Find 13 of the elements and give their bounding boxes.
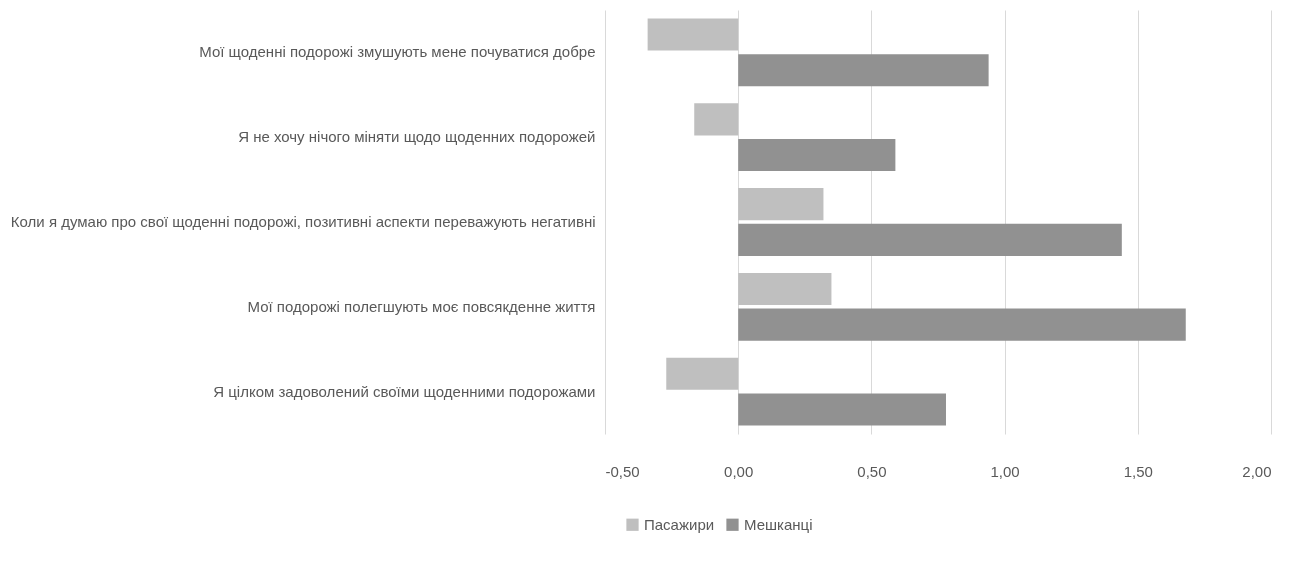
x-tick-label: 0,00: [724, 462, 754, 480]
x-tick-label: 1,50: [1123, 462, 1153, 480]
x-tick-label: 1,00: [990, 462, 1020, 480]
y-tick-label: Коли я думаю про свої щоденні подорожі, позитивні аспекти переважують негативні: [10, 213, 596, 230]
y-tick-label: Мої щоденні подорожі змушують мене почуватися добре: [199, 43, 596, 61]
y-tick-label: Я не хочу нічого міняти щодо щоденних подорожей: [238, 128, 596, 146]
x-tick-label: 2,00: [1242, 462, 1272, 480]
legend-label: Мешканці: [744, 515, 813, 533]
x-tick-label: 0,50: [857, 462, 887, 480]
y-tick-label: Я цілком задоволений своїми щоденними подорожами: [213, 382, 596, 400]
x-tick-label: -0,50: [605, 462, 640, 480]
y-tick-label: Мої подорожі полегшують моє повсякденне життя: [247, 297, 596, 315]
legend-label: Пасажири: [644, 515, 715, 533]
